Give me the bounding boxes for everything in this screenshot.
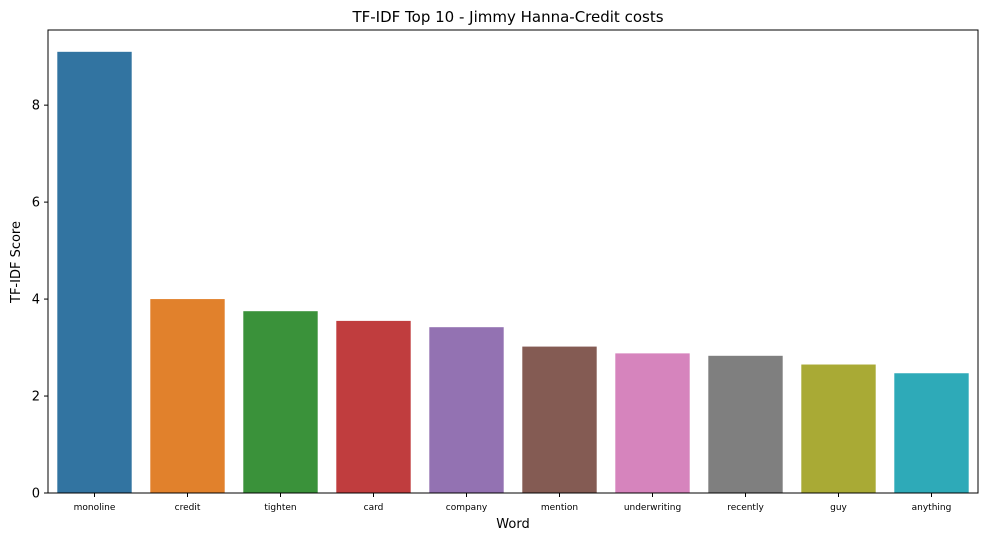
y-tick-label: 2 <box>32 390 40 405</box>
x-tick-label: credit <box>175 503 201 513</box>
y-tick-label: 0 <box>32 487 40 502</box>
bar-company <box>429 327 504 493</box>
x-tick-label: recently <box>727 503 764 513</box>
y-axis-label: TF-IDF Score <box>9 221 24 304</box>
y-tick-label: 4 <box>32 293 40 308</box>
y-tick-label: 6 <box>32 196 40 211</box>
bar-anything <box>894 373 969 493</box>
x-axis-ticks: monoline credit tighten card company mention u… <box>74 493 952 513</box>
x-tick-label: monoline <box>74 503 116 513</box>
bar-underwriting <box>615 353 690 493</box>
bar-recently <box>708 355 783 493</box>
x-tick-label: tighten <box>264 503 296 513</box>
chart-title: TF-IDF Top 10 - Jimmy Hanna-Credit costs <box>351 8 663 26</box>
bars-group <box>57 51 969 494</box>
x-tick-label: underwriting <box>624 503 681 513</box>
x-tick-label: guy <box>830 503 847 513</box>
y-axis-ticks: 0 2 4 6 8 <box>32 99 48 502</box>
bar-tighten <box>243 311 318 493</box>
bar-credit <box>150 299 225 493</box>
x-axis-label: Word <box>496 517 529 532</box>
bar-mention <box>522 346 597 493</box>
plot-frame <box>47 29 979 494</box>
x-tick-label: mention <box>541 503 578 513</box>
bar-card <box>336 320 411 493</box>
x-tick-label: anything <box>912 503 952 513</box>
x-tick-label: card <box>364 503 384 513</box>
bar-guy <box>801 364 876 493</box>
bar-monoline <box>57 51 132 494</box>
y-tick-label: 8 <box>32 99 40 114</box>
x-tick-label: company <box>446 503 488 513</box>
